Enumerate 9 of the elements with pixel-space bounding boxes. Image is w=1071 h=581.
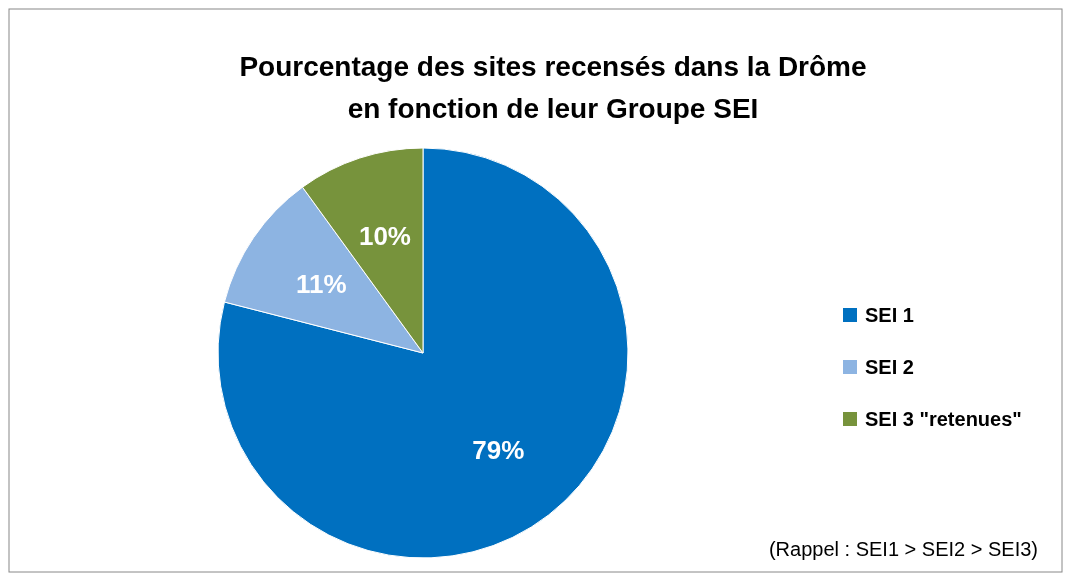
data-label: 11%: [295, 268, 347, 299]
legend-label: SEI 2: [865, 356, 914, 378]
chart-title: Pourcentage des sites recensés dans la Drôme en fonction de leur Groupe SEI: [239, 51, 867, 124]
pie-slice: [217, 147, 629, 559]
data-label: 10%: [358, 221, 412, 252]
text: (Rappel : SEI1 > SEI2 > SEI3): [768, 538, 1038, 560]
legend-label: SEI 1: [865, 304, 914, 326]
legend-label: SEI 3 "retenues": [865, 408, 1022, 430]
data-label: 79%: [472, 435, 525, 466]
